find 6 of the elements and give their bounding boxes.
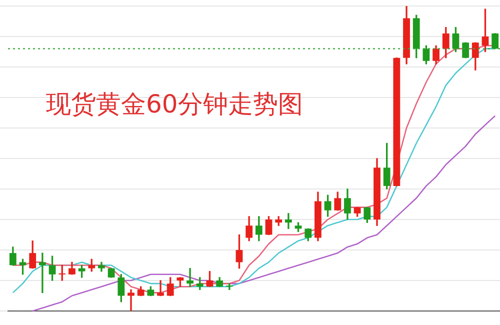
candlestick	[128, 289, 134, 311]
candlestick	[186, 268, 194, 287]
candlestick	[284, 213, 292, 229]
candlestick	[38, 252, 46, 294]
text: 现货黄金60分钟走势图	[46, 90, 303, 118]
candlestick	[157, 280, 164, 296]
